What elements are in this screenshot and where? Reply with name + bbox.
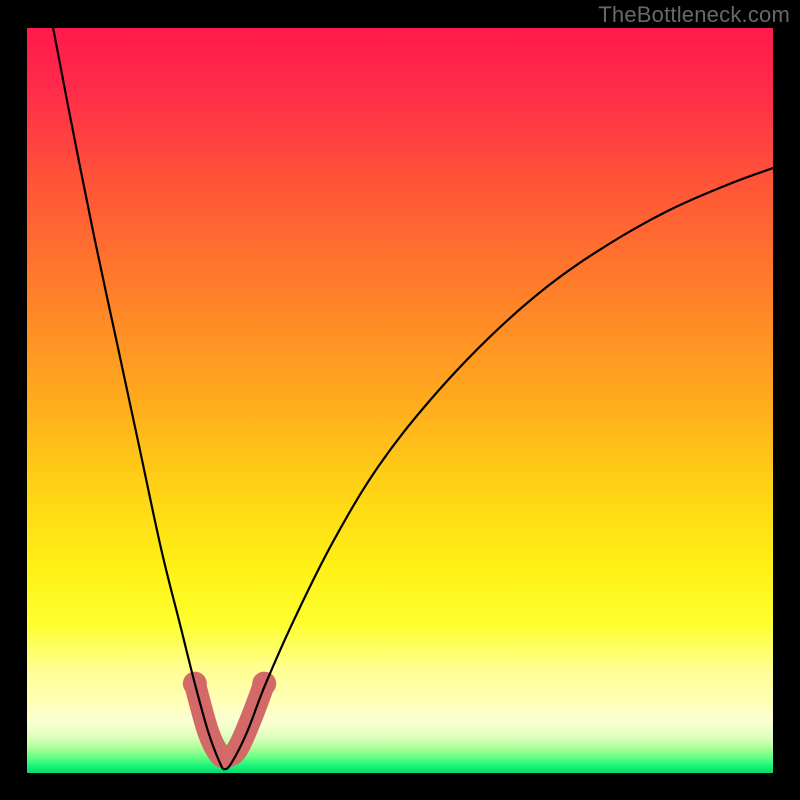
plot-svg: [27, 28, 773, 773]
highlight-marker-right: [252, 672, 276, 696]
chart-frame: [27, 28, 773, 773]
watermark-text: TheBottleneck.com: [598, 2, 790, 28]
bottleneck-curve: [53, 28, 773, 769]
